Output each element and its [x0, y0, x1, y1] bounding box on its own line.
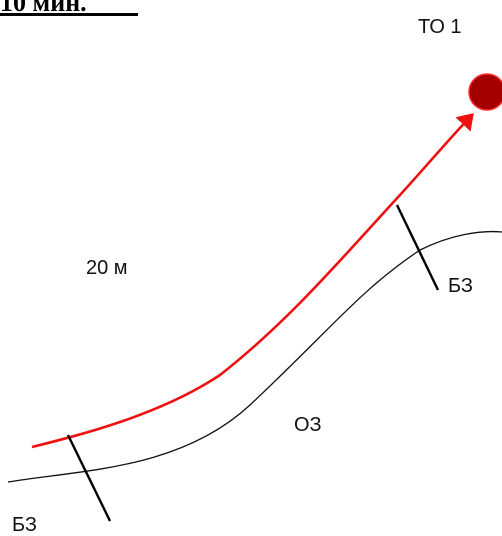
zone-label-bottom: БЗ — [12, 514, 37, 536]
target-label: ТО 1 — [418, 16, 462, 38]
zone-boundary-curve — [7, 230, 502, 483]
route-path — [31, 113, 474, 449]
target-marker — [468, 73, 502, 111]
header-title: 10 мин. — [0, 0, 87, 17]
distance-label: 20 м — [86, 257, 128, 279]
zone-label-middle: ОЗ — [294, 414, 322, 436]
header-underline — [0, 13, 138, 16]
zone-marker-top — [395, 204, 440, 291]
zone-marker-bottom — [66, 434, 112, 522]
zone-label-top: БЗ — [448, 275, 473, 297]
